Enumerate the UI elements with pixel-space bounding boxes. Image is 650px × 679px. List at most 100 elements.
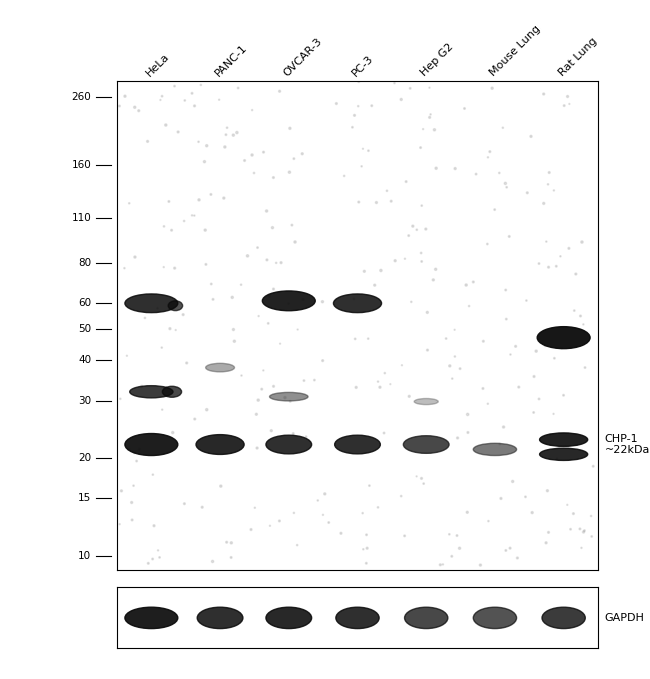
Point (406, 297, 417, 308)
Point (435, 559, 445, 570)
Point (206, 278, 216, 289)
Point (468, 276, 478, 287)
Point (551, 261, 562, 272)
Text: Rat Lung: Rat Lung (556, 36, 599, 78)
Point (424, 82, 435, 93)
Point (555, 251, 566, 261)
Point (297, 148, 307, 159)
Point (475, 559, 486, 570)
Point (418, 124, 428, 134)
Point (454, 543, 465, 553)
Ellipse shape (263, 291, 315, 311)
Point (179, 498, 190, 509)
Point (478, 336, 489, 347)
Point (487, 83, 497, 94)
Point (251, 409, 261, 420)
Point (157, 404, 168, 415)
Point (422, 345, 433, 356)
Point (115, 393, 125, 404)
Point (411, 471, 422, 482)
Point (375, 382, 385, 392)
Point (152, 303, 162, 314)
Point (265, 520, 275, 531)
Point (207, 556, 218, 567)
Point (202, 141, 212, 151)
Point (324, 517, 334, 528)
Point (361, 558, 372, 569)
Point (233, 83, 243, 94)
Point (541, 537, 551, 548)
Point (116, 485, 127, 496)
Point (568, 508, 578, 519)
Point (194, 194, 204, 205)
Ellipse shape (266, 435, 311, 454)
Point (159, 261, 169, 272)
Point (382, 185, 392, 196)
Point (400, 253, 410, 264)
Point (254, 310, 264, 321)
Point (216, 481, 226, 492)
Point (538, 88, 549, 99)
Point (358, 143, 368, 154)
Text: 40: 40 (78, 355, 91, 365)
Point (220, 141, 230, 152)
Text: CHP-1
~22kDa: CHP-1 ~22kDa (604, 434, 650, 456)
Text: PANC-1: PANC-1 (213, 42, 249, 78)
Point (399, 530, 410, 541)
Point (450, 163, 460, 174)
Point (242, 251, 253, 261)
Ellipse shape (540, 448, 588, 460)
Text: GAPDH: GAPDH (604, 613, 644, 623)
Text: 160: 160 (72, 160, 91, 170)
Point (510, 341, 521, 352)
Point (267, 222, 278, 233)
Point (579, 525, 590, 536)
Point (196, 79, 206, 90)
Point (229, 336, 240, 347)
Point (482, 238, 493, 249)
Point (389, 77, 400, 88)
Point (505, 349, 515, 360)
Point (376, 265, 386, 276)
Point (114, 100, 125, 111)
Point (228, 324, 239, 335)
Ellipse shape (162, 386, 181, 397)
Point (350, 333, 360, 344)
Point (540, 340, 551, 351)
Ellipse shape (125, 433, 178, 456)
Point (496, 493, 506, 504)
Point (149, 520, 159, 531)
Point (164, 196, 174, 207)
Ellipse shape (125, 607, 178, 629)
Point (539, 198, 549, 209)
Point (170, 325, 181, 335)
Point (501, 314, 512, 325)
Point (129, 447, 140, 458)
Point (575, 524, 585, 534)
Point (348, 293, 359, 304)
Point (168, 427, 178, 438)
Ellipse shape (335, 435, 380, 454)
Point (205, 189, 216, 200)
Ellipse shape (270, 392, 308, 401)
Point (549, 409, 559, 420)
Point (380, 367, 390, 378)
Point (143, 558, 153, 569)
Text: HeLa: HeLa (144, 51, 172, 78)
Point (187, 210, 197, 221)
Point (447, 373, 458, 384)
Point (542, 485, 552, 496)
Point (379, 428, 389, 439)
Point (200, 225, 211, 236)
Point (534, 258, 544, 269)
Point (404, 391, 415, 402)
Point (313, 495, 323, 506)
Point (450, 351, 460, 362)
Point (514, 382, 524, 392)
Point (577, 236, 587, 247)
Point (500, 285, 511, 295)
Point (351, 382, 361, 393)
Point (445, 361, 455, 371)
Point (222, 122, 232, 133)
Point (148, 553, 158, 564)
